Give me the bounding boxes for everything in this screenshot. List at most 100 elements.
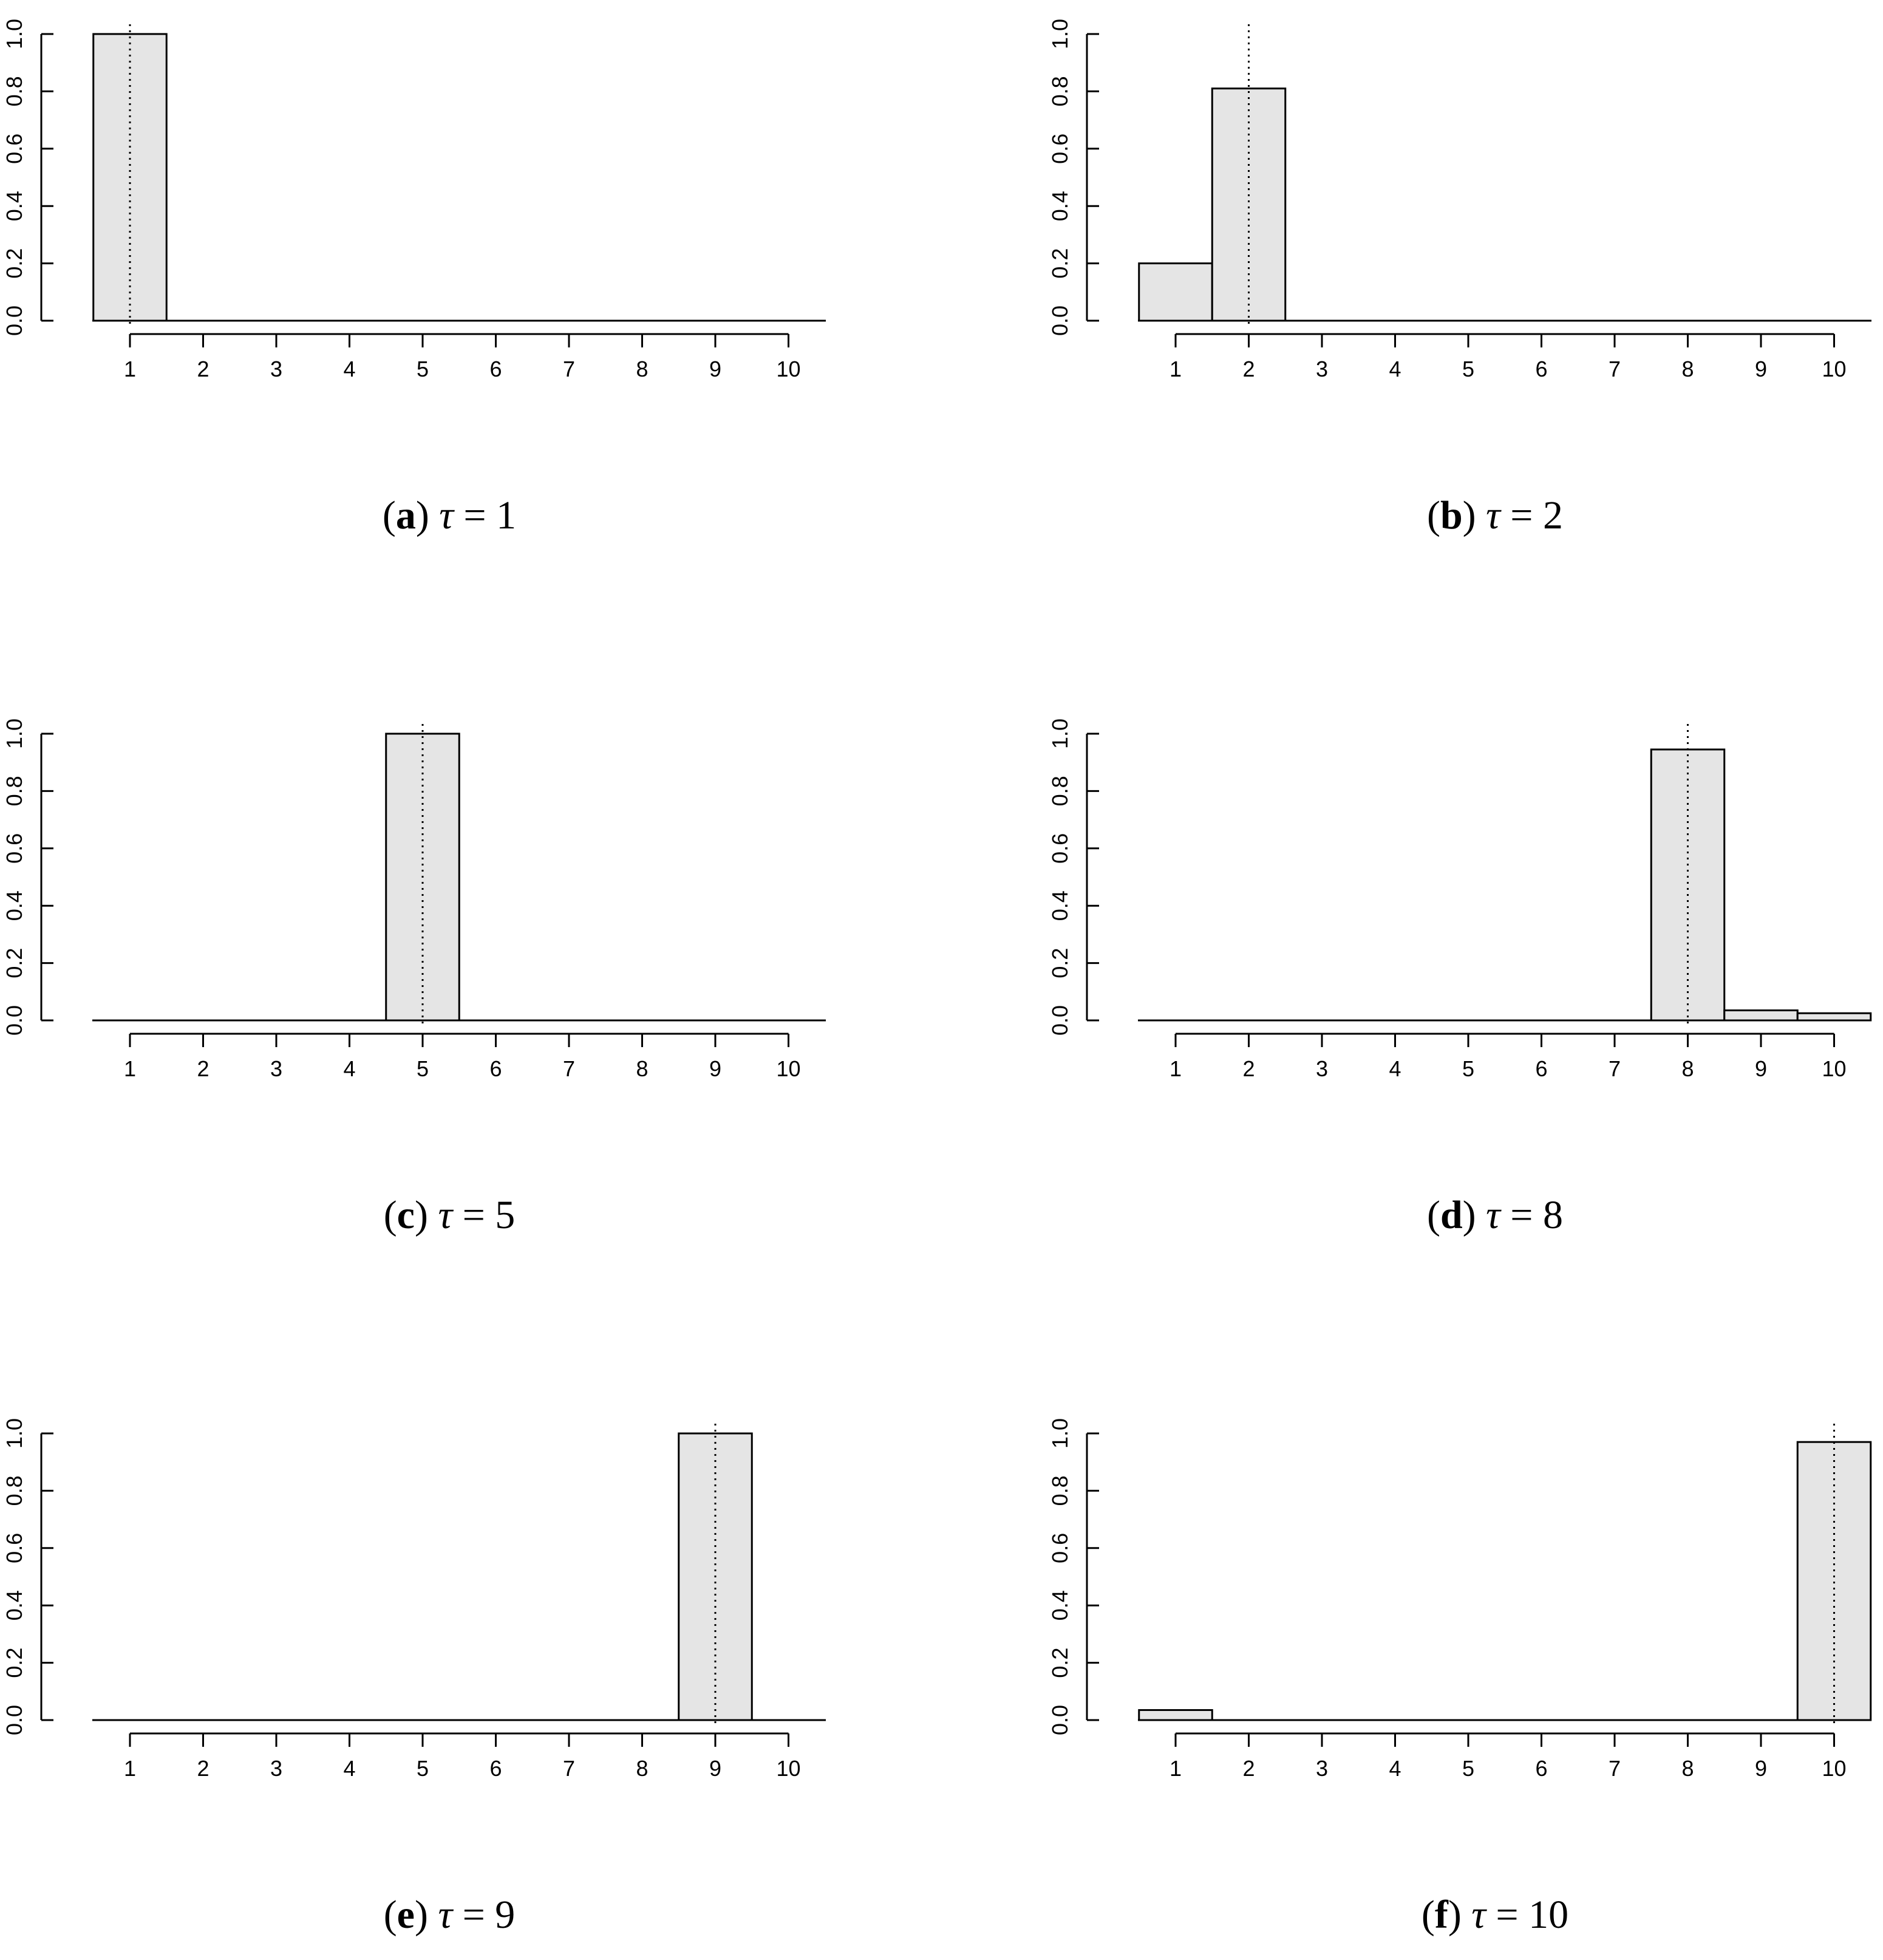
x-tick-label: 2 (197, 1056, 209, 1081)
y-tick-label: 0.6 (1047, 1533, 1072, 1563)
y-tick-label: 0.0 (2, 306, 27, 336)
x-tick-label: 5 (417, 1056, 429, 1081)
x-tick-label: 2 (197, 1756, 209, 1781)
x-tick-label: 9 (1755, 357, 1767, 381)
y-tick-label: 0.0 (2, 1705, 27, 1735)
y-tick-label: 0.8 (1047, 776, 1072, 806)
x-tick-label: 8 (636, 1756, 648, 1781)
x-tick-label: 7 (563, 1056, 575, 1081)
y-tick-label: 0.2 (1047, 1648, 1072, 1678)
x-tick-label: 2 (197, 357, 209, 381)
y-tick-label: 0.8 (2, 76, 27, 106)
bar-1 (1139, 264, 1213, 321)
x-tick-label: 2 (1242, 1756, 1255, 1781)
y-tick-label: 0.6 (2, 833, 27, 864)
bars (1139, 1442, 1871, 1720)
x-tick-label: 3 (1316, 1056, 1328, 1081)
x-tick-label: 6 (489, 357, 502, 381)
x-tick-label: 6 (489, 1056, 502, 1081)
x-tick-label: 8 (1681, 1756, 1694, 1781)
y-tick-label: 0.4 (2, 890, 27, 921)
y-tick-label: 0.0 (1047, 1005, 1072, 1036)
x-tick-label: 4 (1389, 357, 1401, 381)
x-tick-label: 1 (1170, 357, 1182, 381)
x-tick-label: 2 (1242, 1056, 1255, 1081)
y-tick-label: 0.2 (1047, 948, 1072, 978)
panel-caption: (d) τ = 8 (1427, 1193, 1563, 1237)
y-tick-label: 0.6 (1047, 833, 1072, 864)
x-tick-label: 4 (343, 1756, 355, 1781)
x-tick-label: 8 (636, 1056, 648, 1081)
y-tick-label: 1.0 (1047, 719, 1072, 749)
x-tick-label: 9 (1755, 1056, 1767, 1081)
x-tick-label: 1 (124, 1756, 136, 1781)
x-tick-label: 8 (1681, 357, 1694, 381)
panel-caption: (e) τ = 9 (384, 1893, 516, 1937)
x-tick-label: 10 (1822, 357, 1846, 381)
y-tick-label: 0.8 (1047, 76, 1072, 106)
x-tick-label: 7 (1609, 1056, 1621, 1081)
x-tick-label: 9 (709, 1056, 721, 1081)
bar-9 (1725, 1010, 1798, 1020)
y-tick-label: 0.4 (1047, 1590, 1072, 1620)
y-tick-label: 0.6 (2, 134, 27, 164)
x-tick-label: 6 (1535, 1756, 1547, 1781)
x-tick-label: 9 (1755, 1756, 1767, 1781)
x-tick-label: 4 (343, 357, 355, 381)
x-tick-label: 6 (489, 1756, 502, 1781)
y-tick-label: 0.6 (1047, 134, 1072, 164)
x-tick-label: 10 (1822, 1756, 1846, 1781)
x-tick-label: 4 (1389, 1056, 1401, 1081)
y-tick-label: 0.8 (2, 776, 27, 806)
x-tick-label: 8 (636, 357, 648, 381)
x-tick-label: 10 (776, 1756, 800, 1781)
chart-panel-c: 1 2 3 4 5 6 7 8 9 10 0.0 0.2 0.4 0.6 0.8 1.0 (c) τ = 5 (2, 719, 826, 1237)
x-tick-label: 5 (417, 357, 429, 381)
x-tick-label: 3 (1316, 357, 1328, 381)
x-tick-label: 7 (1609, 357, 1621, 381)
chart-panel-a: 1 2 3 4 5 6 7 8 9 10 0.0 0.2 0.4 0.6 0.8 1.0 (a) τ = 1 (2, 19, 826, 538)
x-tick-label: 7 (1609, 1756, 1621, 1781)
bar-10 (1797, 1013, 1871, 1020)
bar-1 (1139, 1710, 1213, 1720)
x-tick-label: 3 (1316, 1756, 1328, 1781)
y-tick-label: 0.4 (2, 1590, 27, 1620)
y-tick-label: 1.0 (1047, 1418, 1072, 1449)
x-tick-label: 6 (1535, 1056, 1547, 1081)
chart-panel-b: 1 2 3 4 5 6 7 8 9 10 0.0 0.2 0.4 0.6 0.8 1.0 (b) τ = 2 (1047, 19, 1871, 538)
y-tick-label: 0.4 (1047, 191, 1072, 221)
y-tick-label: 1.0 (2, 19, 27, 49)
y-tick-label: 0.0 (1047, 306, 1072, 336)
panel-caption: (a) τ = 1 (383, 493, 516, 538)
x-tick-label: 2 (1242, 357, 1255, 381)
x-tick-label: 5 (1462, 1756, 1474, 1781)
x-tick-label: 1 (124, 357, 136, 381)
bars (1651, 750, 1871, 1020)
x-tick-label: 1 (124, 1056, 136, 1081)
y-tick-label: 0.8 (2, 1475, 27, 1506)
x-tick-label: 10 (1822, 1056, 1846, 1081)
y-tick-label: 0.8 (1047, 1475, 1072, 1506)
y-tick-label: 0.4 (1047, 890, 1072, 921)
y-tick-label: 0.2 (2, 248, 27, 279)
x-tick-label: 10 (776, 1056, 800, 1081)
x-tick-label: 7 (563, 1756, 575, 1781)
x-tick-label: 5 (1462, 357, 1474, 381)
x-tick-label: 6 (1535, 357, 1547, 381)
panel-caption: (f) τ = 10 (1422, 1893, 1568, 1937)
x-tick-label: 1 (1170, 1756, 1182, 1781)
y-tick-label: 0.0 (2, 1005, 27, 1036)
panel-caption: (b) τ = 2 (1427, 493, 1563, 538)
panel-caption: (c) τ = 5 (384, 1193, 516, 1237)
x-tick-label: 4 (1389, 1756, 1401, 1781)
y-tick-label: 1.0 (2, 719, 27, 749)
x-tick-label: 9 (709, 357, 721, 381)
x-tick-label: 4 (343, 1056, 355, 1081)
y-tick-label: 0.6 (2, 1533, 27, 1563)
y-tick-label: 1.0 (2, 1418, 27, 1449)
x-tick-label: 3 (270, 1056, 282, 1081)
x-tick-label: 5 (417, 1756, 429, 1781)
chart-panel-d: 1 2 3 4 5 6 7 8 9 10 0.0 0.2 0.4 0.6 0.8 1.0 (d) τ = 8 (1047, 719, 1871, 1237)
x-tick-label: 5 (1462, 1056, 1474, 1081)
